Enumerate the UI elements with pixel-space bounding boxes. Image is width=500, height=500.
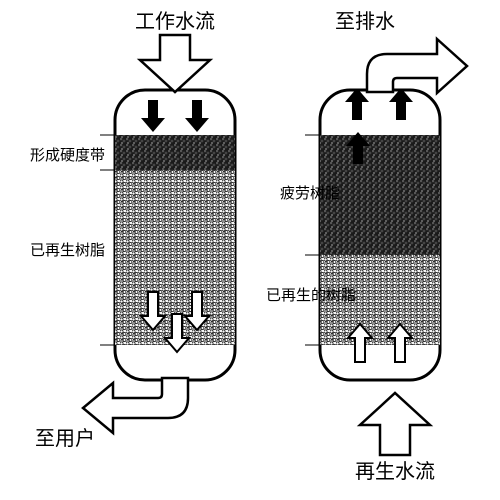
inflow-arrow-up [360, 393, 430, 455]
label-left-inflow: 工作水流 [135, 10, 215, 33]
label-left-outflow: 至用户 [35, 427, 95, 450]
label-left-resin: 已再生树脂 [30, 242, 105, 259]
layer-hardness-band [115, 135, 235, 170]
left-vessel [83, 35, 235, 433]
inflow-arrow-down [140, 35, 210, 92]
label-left-band: 形成硬度带 [30, 147, 105, 164]
label-right-resin: 已再生的树脂 [266, 287, 356, 304]
right-vessel [305, 39, 467, 455]
left-tick-marks [100, 135, 115, 345]
label-right-inflow: 再生水流 [355, 460, 435, 483]
diagram-canvas: 工作水流 形成硬度带 已再生树脂 至用户 至排水 疲劳树脂 已再生的树脂 再生水… [0, 0, 500, 500]
right-tick-marks [305, 135, 320, 345]
outflow-arrow-right [367, 39, 467, 93]
outflow-arrow-left [83, 378, 188, 433]
label-right-outflow: 至排水 [335, 10, 395, 33]
label-right-tired: 疲劳树脂 [280, 185, 340, 202]
